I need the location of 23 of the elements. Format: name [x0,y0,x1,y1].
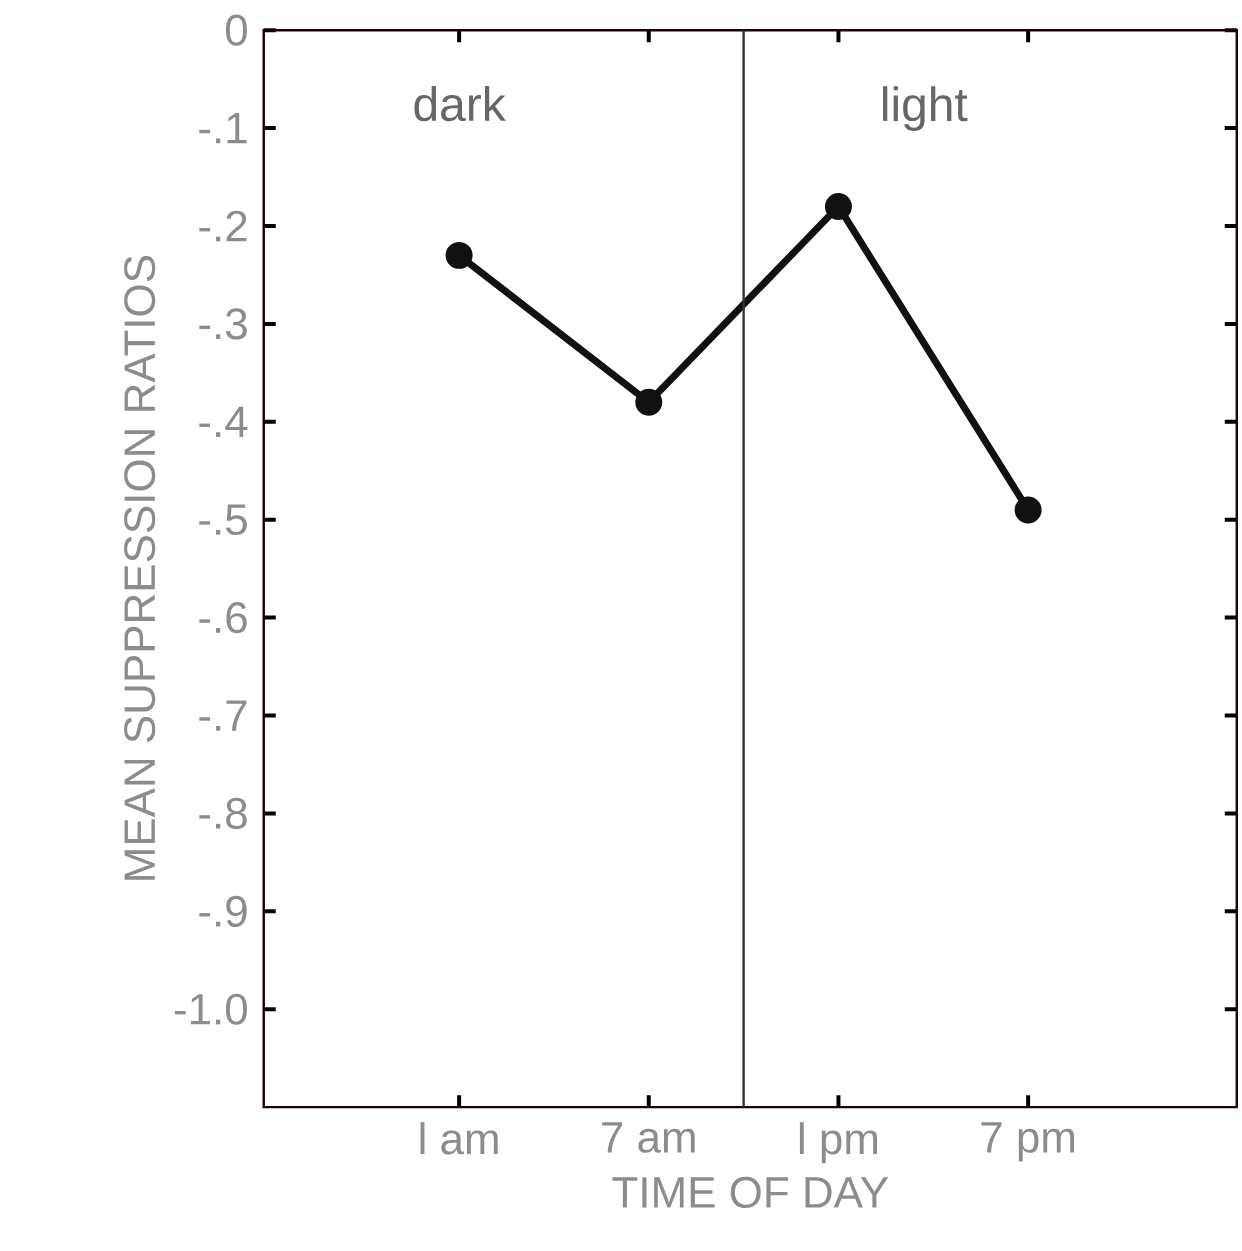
x-tick-label: 7 am [602,1122,695,1153]
point [445,241,473,269]
y-tick-label: -.9 [199,895,247,927]
x-tick-label: l am [420,1122,498,1155]
annotation: light [883,86,968,131]
point [825,192,853,220]
y-tick-label: -.8 [199,797,247,829]
y-tick-label: -.5 [199,504,247,536]
annotation: dark [414,86,506,122]
y-tick-label: -.3 [199,308,247,340]
y-tick-label: -.7 [199,700,247,731]
y-tick-label: -.4 [199,406,248,437]
y-tick-label: -.1 [199,112,247,144]
x-tick-label: l pm [800,1122,878,1164]
y-tick-label: -.6 [199,602,247,634]
y-axis-title: MEAN SUPPRESSION RATIOS [124,256,156,880]
y-tick-label: 0 [226,14,248,46]
x-tick-label: 7 pm [981,1122,1075,1162]
x-axis-title: TIME OF DAY [612,1176,889,1209]
y-tick-label: -1.0 [175,993,248,1025]
point [635,388,663,416]
y-tick-label: -.2 [199,210,247,242]
point [1014,496,1042,524]
